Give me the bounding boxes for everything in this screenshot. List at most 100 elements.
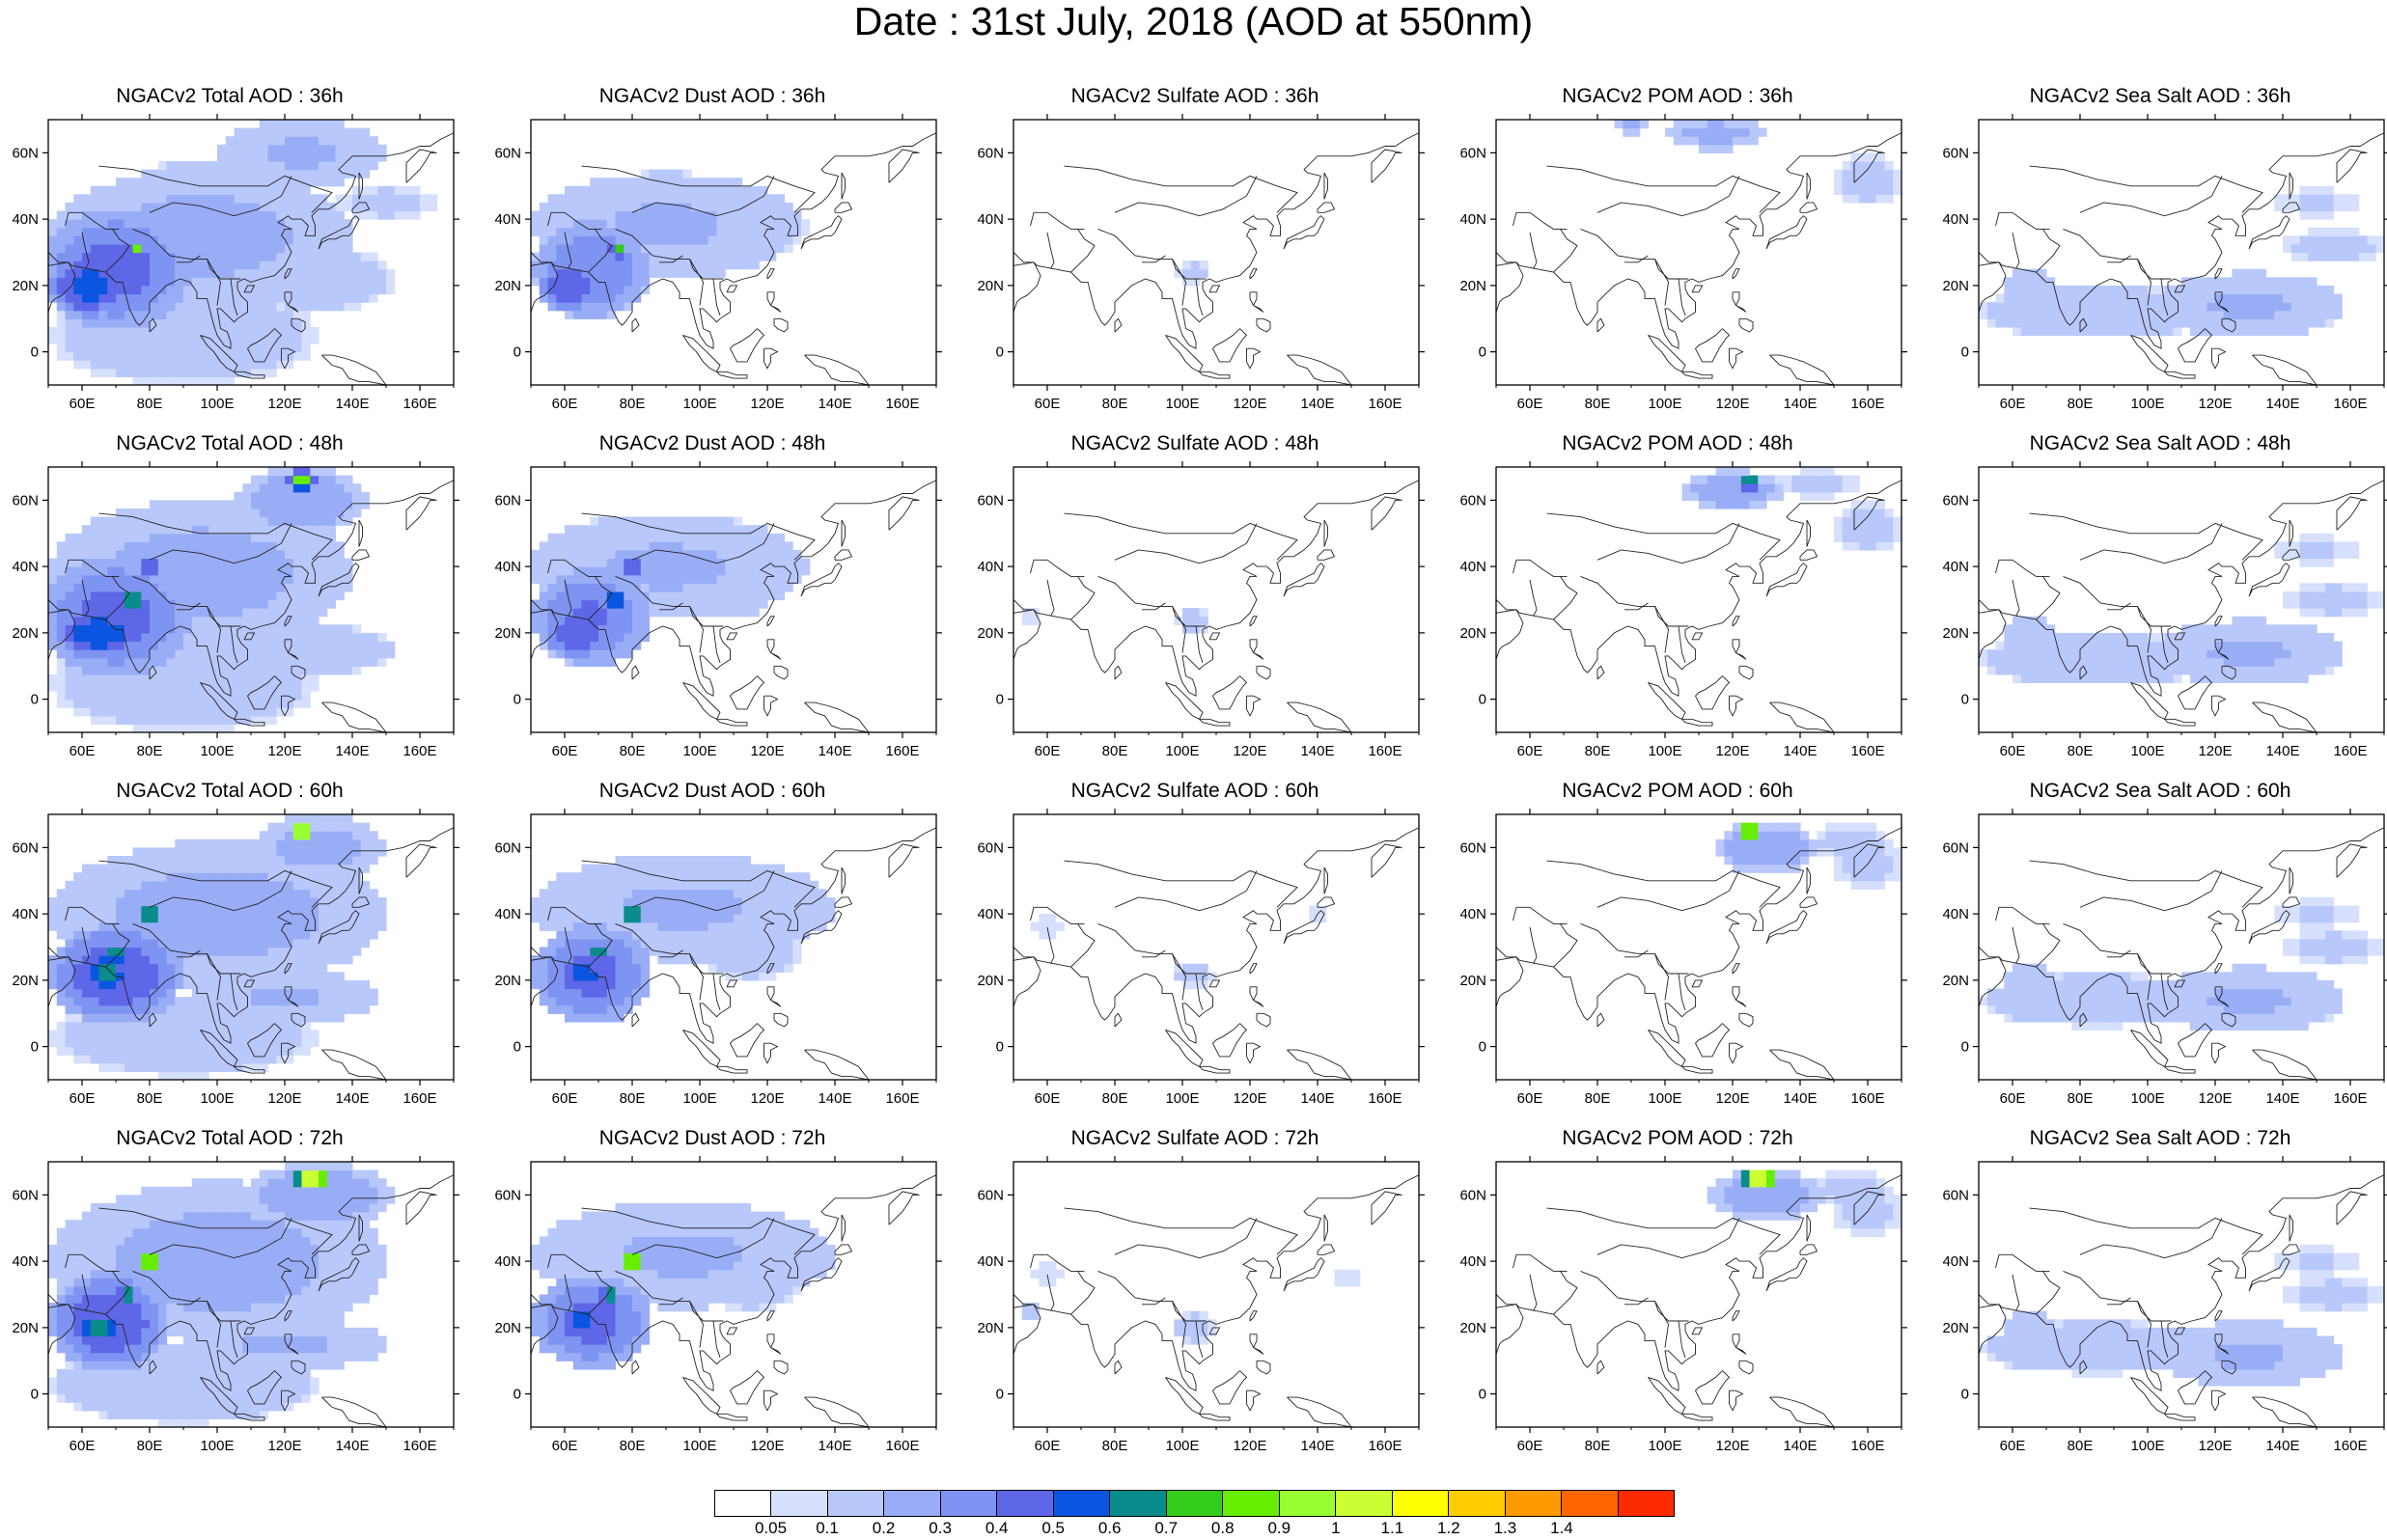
aod-cell [166,715,176,725]
aod-cell [124,715,134,725]
aod-cell [708,549,718,560]
aod-cell [2283,674,2292,683]
aod-cell [657,558,667,567]
aod-cell [2038,277,2047,287]
aod-cell [2020,285,2031,295]
lat-tick-label: 60N [977,492,1004,509]
aod-cell [242,491,252,501]
aod-cell [1884,161,1894,171]
aod-cell [90,947,100,956]
aod-cell [2223,666,2234,675]
lon-tick-label: 80E [620,743,646,759]
aod-cell [175,261,184,270]
aod-cell [394,202,404,212]
aod-cell [2290,591,2301,601]
aod-cell [319,641,328,650]
aod-cell [750,202,760,212]
aod-cell [2071,302,2081,312]
aod-cell [132,574,142,584]
aod-cell [191,326,202,336]
aod-cell [632,202,642,212]
aod-cell [598,525,608,535]
aod-cell [56,549,67,560]
aod-cell [2265,632,2275,643]
aod-cell [360,491,371,501]
aod-cell [157,1030,168,1039]
aod-cell [292,682,303,692]
aod-cell [225,1013,236,1023]
aod-cell [2046,657,2056,667]
aod-cell [285,483,294,493]
aod-cell [242,682,252,692]
aod-cell [2063,674,2072,683]
aod-cell [107,972,117,981]
aod-cell [2299,194,2309,204]
aod-cell [352,144,362,153]
aod-cell [775,219,786,229]
aod-cell [116,880,125,890]
aod-cell [700,178,709,187]
aod-cell [82,963,92,973]
aod-cell [741,252,752,261]
aod-cell [141,1062,151,1072]
aod-cell [82,624,92,634]
aod-cell [1673,127,1683,137]
aod-cell [326,467,337,477]
lon-tick-label: 120E [750,743,784,759]
aod-cell [2096,649,2106,659]
aod-cell [326,483,337,493]
aod-cell [175,202,184,212]
aod-cell [326,558,337,567]
aod-cell [640,608,651,618]
coastline [1030,559,1085,577]
aod-cell [276,344,286,353]
aod-cell [73,326,83,336]
aod-cell [606,566,617,576]
aod-cell [2290,674,2301,683]
aod-cell [326,491,337,501]
aod-cell [565,293,574,303]
coastline [149,665,157,680]
aod-cell [2105,632,2115,643]
aod-cell [90,1021,100,1031]
aod-cell [2324,293,2335,303]
aod-cell [1707,127,1717,137]
aod-cell [1614,120,1624,129]
aod-cell [1868,509,1877,518]
aod-cell [141,326,151,336]
coastline [1654,259,1669,306]
lat-tick-label: 0 [513,692,521,708]
aod-cell [301,268,311,278]
aod-cell [124,591,134,601]
aod-cell [191,872,202,882]
aod-cell [56,674,67,683]
aod-cell [234,235,243,245]
aod-cell [251,261,261,270]
aod-cell [73,641,83,650]
aod-cell [572,566,583,576]
aod-cell [175,1062,184,1072]
aod-cell [301,467,311,477]
aod-cell [682,583,692,592]
aod-cell [1715,491,1725,501]
aod-cell [1825,475,1835,484]
aod-cell [649,243,658,254]
map-panel-total: NGACv2 Total AOD : 36h 60E 80E 100E 120E 140E… [8,85,490,432]
aod-cell [73,285,83,295]
aod-cell [531,574,541,584]
aod-cell [539,624,549,634]
aod-cell [301,491,311,501]
aod-cell [56,219,67,229]
aod-cell [98,558,108,567]
aod-cell [234,574,243,584]
aod-cell [259,657,269,667]
aod-cell [166,921,176,931]
aod-cell [141,219,151,229]
aod-cell [2223,277,2234,287]
aod-cell [674,227,684,236]
coastline [1681,718,1713,727]
aod-cell [166,302,176,312]
aod-cell [150,302,159,312]
aod-cell [615,243,625,254]
aod-cell [565,566,574,576]
